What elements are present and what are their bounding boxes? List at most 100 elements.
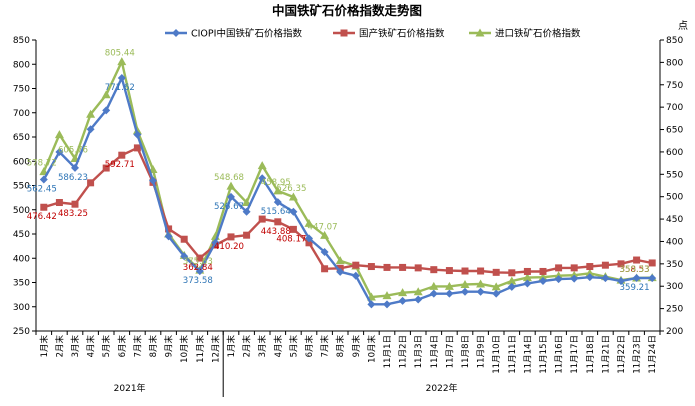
series-diamond: [39, 74, 657, 309]
x-tick-label: 11月2日: [399, 335, 409, 368]
y-tick-label-right: 350: [666, 260, 683, 270]
data-label: 771.62: [105, 83, 135, 93]
diamond-marker: [367, 300, 376, 309]
diamond-marker: [632, 274, 641, 283]
data-label: 408.17: [276, 234, 306, 244]
triangle-marker: [226, 181, 236, 190]
x-tick-label: 1月末: [226, 335, 237, 358]
triangle-marker: [304, 218, 314, 227]
square-marker: [102, 164, 110, 172]
triangle-marker: [54, 130, 64, 139]
series-triangle: [39, 57, 657, 301]
x-tick-label: 11月17日: [570, 335, 580, 374]
y-tick-label-left: 600: [13, 157, 30, 167]
data-label: 515.64: [261, 207, 291, 217]
y-tick-label-right: 450: [666, 215, 683, 225]
diamond-marker: [55, 148, 64, 157]
diamond-marker: [507, 282, 516, 291]
x-tick-label: 11月24日: [648, 335, 658, 374]
square-marker: [430, 266, 438, 274]
axes: 250 300 350 400 450 500 550 600 650 700 750 800 850 2…: [13, 36, 683, 397]
diamond-marker: [351, 271, 360, 280]
triangle-marker: [475, 28, 485, 37]
triangle-marker: [257, 161, 267, 170]
x-tick-label: 3月末: [257, 335, 268, 358]
right-axis-unit: 点: [678, 20, 688, 32]
y-tick-label-right: 500: [666, 193, 683, 203]
y-tick-label-left: 500: [13, 206, 30, 216]
y-tick-label-right: 800: [666, 58, 683, 68]
y-tick-label-left: 750: [13, 85, 30, 95]
triangle-marker: [398, 288, 408, 297]
x-tick-label: 2月末: [54, 335, 65, 358]
diamond-marker: [570, 274, 579, 283]
square-marker: [648, 259, 656, 267]
data-label: 375.63: [183, 257, 213, 267]
x-tick-label: 5月末: [288, 335, 299, 358]
data-label: 483.25: [58, 209, 88, 219]
diamond-marker: [539, 277, 547, 286]
data-label: 526.67: [214, 202, 244, 212]
square-marker: [586, 263, 594, 271]
diamond-marker: [289, 207, 298, 216]
x-tick-label: 11月16日: [555, 335, 565, 374]
triangle-marker: [491, 282, 501, 291]
data-label: 443.88: [261, 227, 291, 237]
diamond-marker: [211, 238, 220, 247]
square-marker: [617, 260, 625, 268]
square-marker: [340, 29, 348, 37]
series-line: [42, 74, 653, 306]
x-tick-label: 12月末: [210, 335, 221, 363]
square-marker: [289, 225, 297, 233]
data-label: 605.76: [58, 145, 88, 155]
data-label: 592.71: [105, 160, 135, 170]
data-label: 359.21: [620, 283, 650, 293]
x-tick-label: 11月23日: [633, 335, 643, 374]
y-tick-label-right: 850: [666, 36, 683, 46]
square-marker: [508, 269, 516, 277]
triangle-marker: [522, 273, 532, 282]
diamond-marker: [320, 247, 329, 256]
year-label: 2021年: [114, 382, 146, 394]
x-tick-label: 11月4日: [430, 335, 440, 368]
series-layer: [39, 57, 657, 309]
triangle-marker: [101, 90, 111, 99]
triangle-marker: [507, 276, 517, 285]
y-tick-label-left: 550: [13, 182, 30, 192]
x-tick-label: 11月21日: [601, 335, 611, 374]
x-tick-label: 11月11日: [508, 335, 518, 374]
data-label: 359.33: [620, 265, 650, 275]
series-line: [43, 146, 653, 275]
square-marker: [633, 256, 641, 264]
square-marker: [445, 267, 453, 275]
x-tick-label: 9月末: [164, 335, 175, 358]
y-tick-label-left: 450: [13, 230, 30, 240]
data-label: 447.07: [308, 222, 338, 232]
diamond-marker: [258, 174, 267, 183]
square-marker: [523, 267, 531, 275]
x-tick-label: 11月9日: [477, 335, 487, 368]
triangle-marker: [320, 230, 330, 239]
data-label: 358.53: [620, 265, 650, 275]
legend-label: CIOPI中国铁矿石价格指数: [191, 28, 302, 40]
y-tick-label-right: 550: [666, 170, 683, 180]
diamond-marker: [429, 289, 438, 298]
triangle-marker: [444, 281, 454, 290]
triangle-marker: [460, 279, 470, 288]
square-marker: [492, 268, 500, 276]
triangle-marker: [413, 287, 423, 296]
x-tick-label: 6月末: [117, 335, 128, 358]
diamond-marker: [180, 252, 189, 261]
data-label: 562.45: [27, 184, 57, 194]
diamond-marker: [414, 295, 423, 304]
square-marker: [165, 225, 173, 233]
diamond-marker: [492, 289, 501, 298]
y-tick-label-left: 700: [13, 109, 30, 119]
data-label: 526.35: [276, 184, 306, 194]
series-line: [42, 57, 653, 299]
triangle-marker: [429, 281, 439, 290]
diamond-marker: [601, 274, 610, 283]
square-marker: [477, 267, 485, 275]
square-marker: [367, 263, 375, 271]
